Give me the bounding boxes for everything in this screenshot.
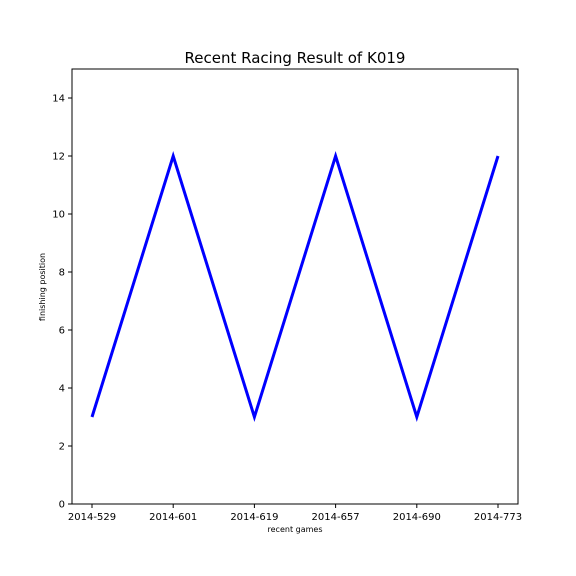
y-tick-label: 2 [59,442,65,453]
y-tick-label: 12 [52,152,65,163]
x-tick-label: 2014-690 [393,512,441,523]
y-tick-label: 6 [59,326,65,337]
y-tick-label: 4 [59,384,65,395]
y-tick-label: 14 [52,94,65,105]
x-tick-label: 2014-529 [68,512,116,523]
x-tick-label: 2014-619 [230,512,278,523]
plot-area [71,68,519,505]
y-axis: 0 2 4 6 8 10 12 14 [52,94,72,511]
x-axis: 2014-529 2014-601 2014-619 2014-657 2014-690… [68,504,522,523]
y-tick-label: 10 [52,210,65,221]
x-tick-label: 2014-657 [312,512,360,523]
series-group [90,150,500,423]
x-axis-label: recent games [268,525,323,534]
y-axis-label: finishing position [38,253,47,321]
x-tick-label: 2014-601 [149,512,197,523]
series-line [90,150,500,423]
y-tick-label: 0 [59,500,65,511]
chart-title: Recent Racing Result of K019 [185,49,406,67]
y-tick-label: 8 [59,268,65,279]
x-tick-label: 2014-773 [474,512,522,523]
